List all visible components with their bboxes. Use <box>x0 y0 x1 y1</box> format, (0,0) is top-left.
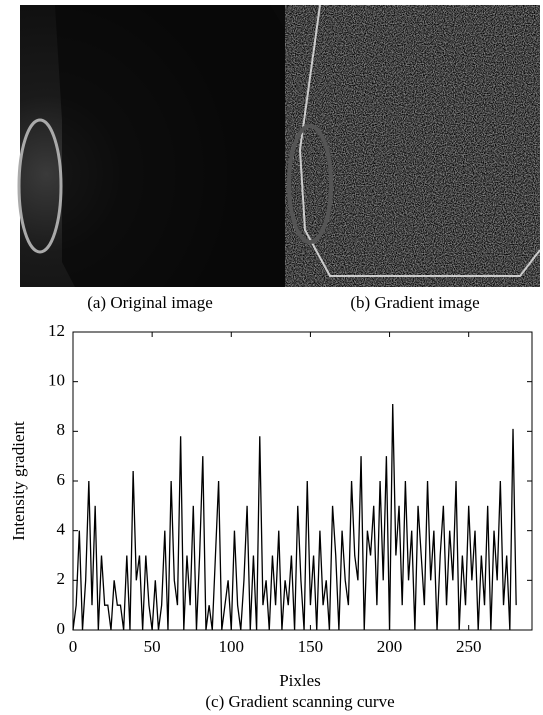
original-image <box>17 5 285 287</box>
y-tick-label: 12 <box>48 321 65 340</box>
chart-caption: (c) Gradient scanning curve <box>205 692 394 711</box>
gradient-image <box>285 4 541 287</box>
y-tick-label: 4 <box>57 520 66 539</box>
x-tick-label: 0 <box>69 637 78 656</box>
x-tick-label: 250 <box>456 637 482 656</box>
x-tick-label: 150 <box>298 637 324 656</box>
y-axis-label: Intensity gradient <box>9 421 28 541</box>
x-tick-label: 200 <box>377 637 403 656</box>
y-tick-label: 0 <box>57 619 66 638</box>
y-tick-label: 2 <box>57 569 66 588</box>
y-tick-label: 8 <box>57 420 66 439</box>
plot-frame <box>72 331 533 631</box>
x-axis-label: Pixles <box>279 671 321 690</box>
x-tick-label: 100 <box>219 637 245 656</box>
x-tick-label: 50 <box>144 637 161 656</box>
caption-a: (a) Original image <box>87 293 213 312</box>
y-tick-label: 10 <box>48 371 65 390</box>
y-tick-label: 6 <box>57 470 66 489</box>
line <box>72 404 517 631</box>
caption-b: (b) Gradient image <box>350 293 479 312</box>
